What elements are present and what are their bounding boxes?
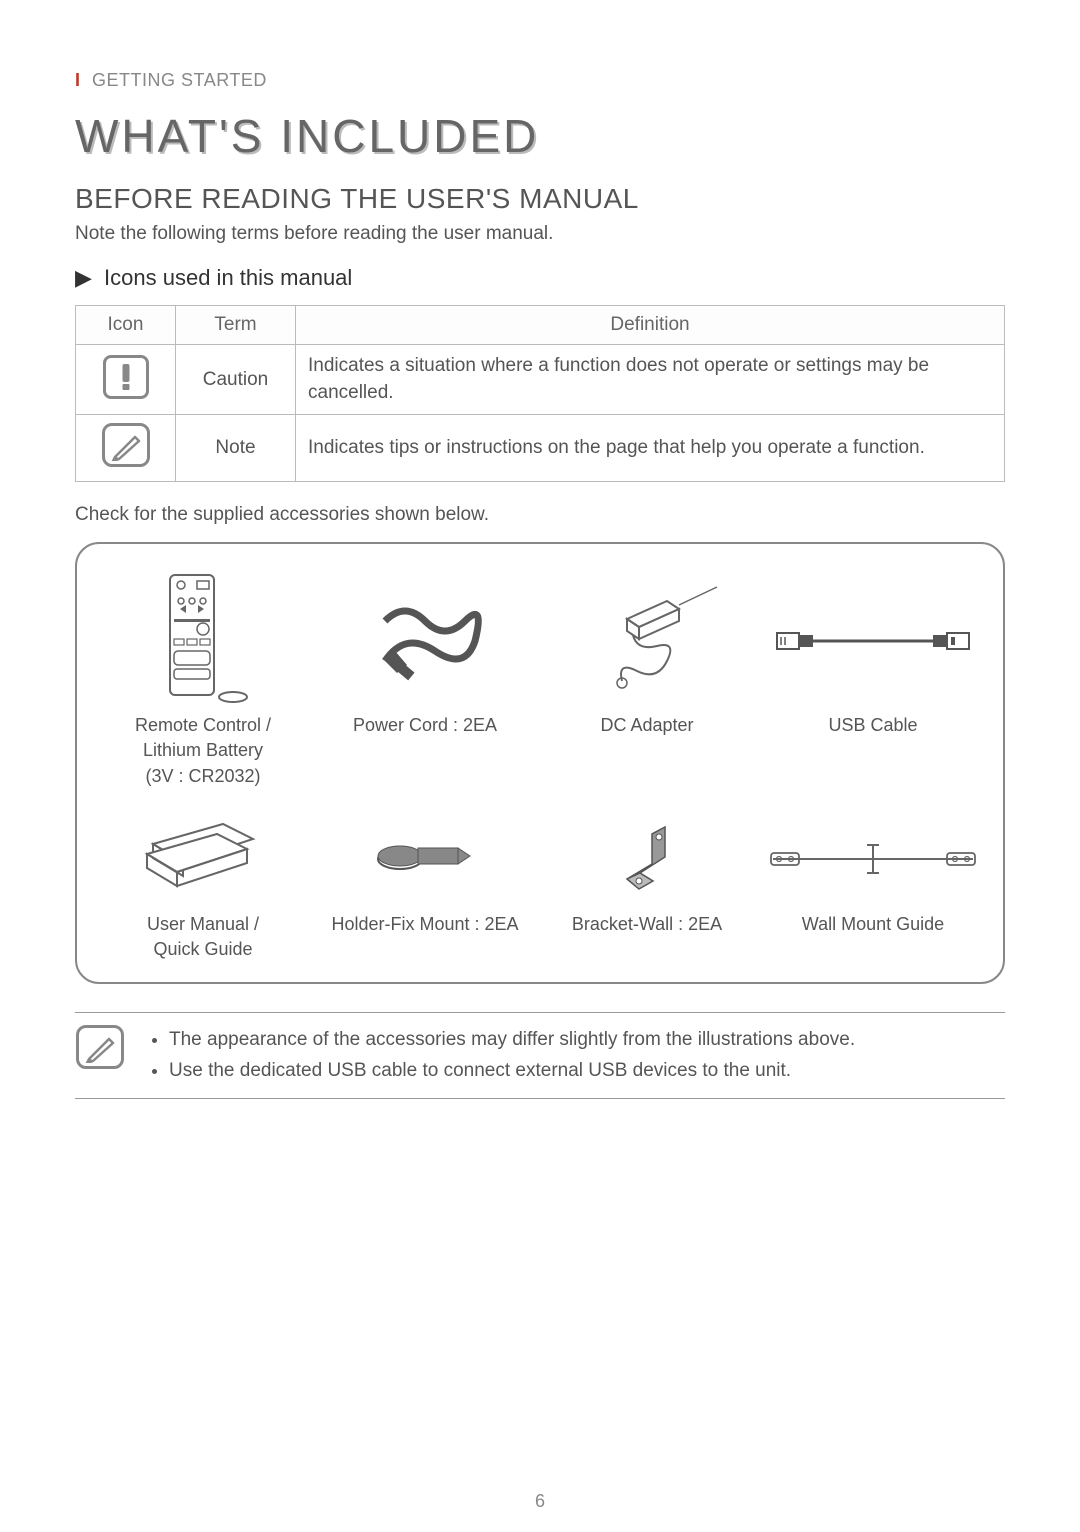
page-number: 6	[535, 1491, 545, 1512]
remote-icon	[97, 568, 309, 713]
wall-mount-guide-icon	[763, 807, 983, 912]
dc-adapter-icon	[541, 568, 753, 713]
acc-manual: User Manual / Quick Guide	[97, 807, 309, 962]
notes-block: The appearance of the accessories may di…	[75, 1012, 1005, 1099]
term-caution: Caution	[176, 345, 296, 415]
acc-holder-fix: Holder-Fix Mount : 2EA	[319, 807, 531, 962]
power-cord-icon	[319, 568, 531, 713]
table-row: Caution Indicates a situation where a fu…	[76, 345, 1005, 415]
term-note: Note	[176, 415, 296, 482]
notes-list: The appearance of the accessories may di…	[145, 1025, 855, 1086]
acc-usb-cable: USB Cable	[763, 568, 983, 789]
bracket-wall-icon	[541, 807, 753, 912]
acc-remote: Remote Control / Lithium Battery (3V : C…	[97, 568, 309, 789]
acc-label: Power Cord : 2EA	[319, 713, 531, 738]
acc-label: Holder-Fix Mount : 2EA	[319, 912, 531, 937]
intro-text: Note the following terms before reading …	[75, 223, 1005, 245]
note-icon-cell	[76, 415, 176, 482]
note-block-icon	[75, 1025, 125, 1086]
caution-icon-cell	[76, 345, 176, 415]
section-header-text: GETTING STARTED	[92, 70, 267, 90]
th-definition: Definition	[296, 306, 1005, 345]
acc-dc-adapter: DC Adapter	[541, 568, 753, 789]
holder-fix-icon	[319, 807, 531, 912]
accessories-box: Remote Control / Lithium Battery (3V : C…	[75, 542, 1005, 984]
acc-label: Bracket-Wall : 2EA	[541, 912, 753, 937]
caution-icon	[103, 355, 149, 399]
acc-power-cord: Power Cord : 2EA	[319, 568, 531, 789]
note-icon	[76, 1025, 124, 1069]
def-note: Indicates tips or instructions on the pa…	[296, 415, 1005, 482]
section-bar: I	[75, 70, 81, 90]
main-title: WHAT'S INCLUDED	[75, 109, 1005, 163]
icons-used-header: ▶ Icons used in this manual	[75, 265, 1005, 291]
sub-title: BEFORE READING THE USER'S MANUAL	[75, 183, 1005, 215]
note-item: Use the dedicated USB cable to connect e…	[169, 1056, 855, 1086]
usb-cable-icon	[763, 568, 983, 713]
th-icon: Icon	[76, 306, 176, 345]
th-term: Term	[176, 306, 296, 345]
note-item: The appearance of the accessories may di…	[169, 1025, 855, 1055]
def-caution: Indicates a situation where a function d…	[296, 345, 1005, 415]
acc-label: User Manual / Quick Guide	[97, 912, 309, 962]
acc-label: DC Adapter	[541, 713, 753, 738]
icons-header-text: Icons used in this manual	[104, 265, 352, 290]
acc-wall-mount-guide: Wall Mount Guide	[763, 807, 983, 962]
icon-table: Icon Term Definition Caution Indicates a…	[75, 305, 1005, 482]
acc-bracket-wall: Bracket-Wall : 2EA	[541, 807, 753, 962]
acc-label: USB Cable	[763, 713, 983, 738]
manual-icon	[97, 807, 309, 912]
table-row: Note Indicates tips or instructions on t…	[76, 415, 1005, 482]
check-text: Check for the supplied accessories shown…	[75, 504, 1005, 526]
arrow-icon: ▶	[75, 265, 92, 290]
acc-label: Remote Control / Lithium Battery (3V : C…	[97, 713, 309, 789]
note-icon	[102, 423, 150, 467]
section-header: I GETTING STARTED	[75, 70, 1005, 91]
acc-label: Wall Mount Guide	[763, 912, 983, 937]
